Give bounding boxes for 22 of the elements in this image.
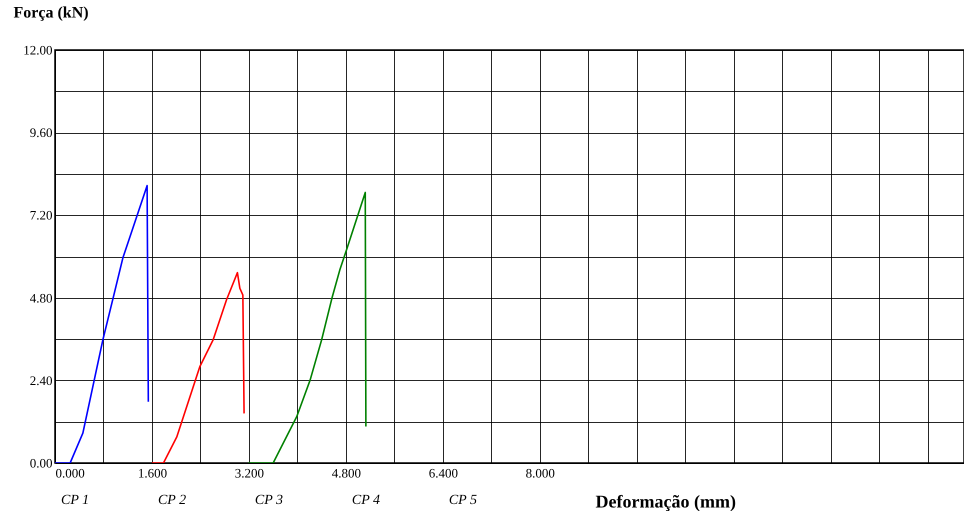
y-tick-label: 2.40	[30, 372, 52, 388]
y-tick-label: 0.00	[30, 456, 52, 470]
line-series	[151, 272, 245, 463]
x-tick-label: 1.600	[138, 466, 168, 480]
x-tick-label: 0.000	[56, 466, 85, 480]
text: CP 1	[61, 493, 90, 508]
y-tick-label: 12.00	[23, 42, 52, 58]
x-tick-label: 3.200	[234, 466, 264, 480]
line-series	[55, 184, 150, 463]
y-tick-label: 4.80	[30, 290, 52, 306]
line-series	[248, 192, 367, 463]
x-tick-label: 4.800	[332, 466, 362, 480]
text: CP 3	[254, 493, 284, 508]
y-tick-label: 9.60	[30, 125, 52, 140]
x-tick-label: 8.000	[526, 466, 555, 480]
y-tick-label: 7.20	[30, 208, 52, 223]
x-tick-label: 6.400	[428, 466, 458, 480]
y-axis-title: Força (kN)	[14, 4, 89, 22]
text: CP 5	[448, 493, 477, 508]
text: CP 4	[352, 493, 380, 508]
x-axis-title: Deformação (mm)	[596, 492, 736, 511]
text: CP 2	[158, 493, 186, 508]
